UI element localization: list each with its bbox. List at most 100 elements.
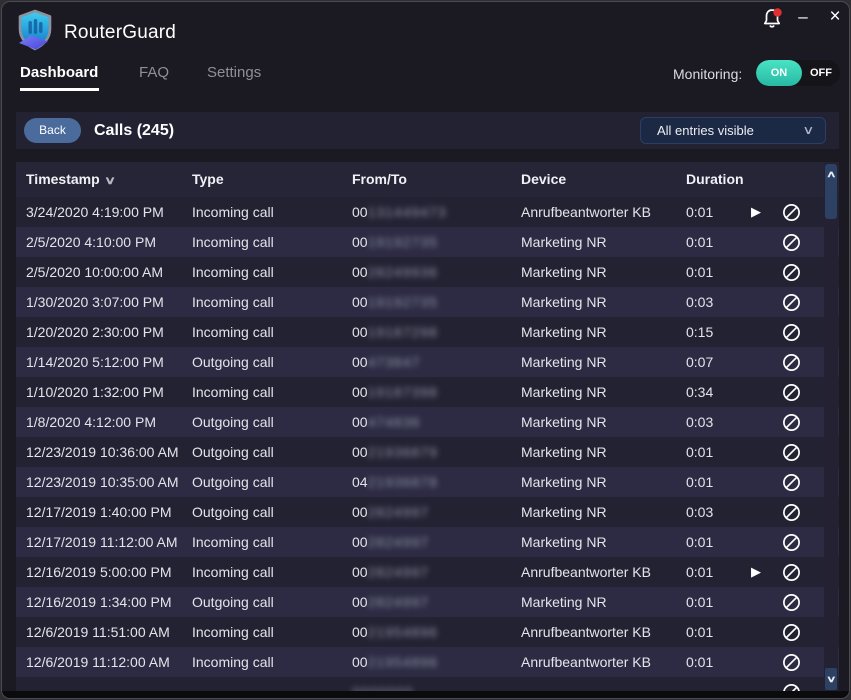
app-title: RouterGuard <box>64 22 177 43</box>
block-icon[interactable] <box>777 257 805 287</box>
cell-device: Marketing NR <box>521 474 607 490</box>
table-row: 12/23/2019 10:36:00 AM Outgoing call 002… <box>16 437 839 467</box>
column-header-device[interactable]: Device <box>521 171 567 187</box>
cell-from-to: 0021936879 <box>352 437 438 467</box>
cell-timestamp: 1/30/2020 3:07:00 PM <box>26 294 164 310</box>
minimize-button[interactable]: – <box>798 7 808 26</box>
tab-faq[interactable]: FAQ <box>139 64 170 81</box>
table-body: 3/24/2020 4:19:00 PM Incoming call 00131… <box>16 197 839 694</box>
block-icon[interactable] <box>777 647 805 677</box>
cell-device: Marketing NR <box>521 594 607 610</box>
cell-duration: 0:01 <box>686 444 714 460</box>
cell-timestamp: 12/16/2019 5:00:00 PM <box>26 564 172 580</box>
cell-type: Incoming call <box>192 624 274 640</box>
block-icon[interactable] <box>777 407 805 437</box>
cell-type: Incoming call <box>192 654 274 670</box>
cell-type: Outgoing call <box>192 354 274 370</box>
column-header-timestamp[interactable]: Timestamp ∨ <box>26 162 116 199</box>
table-row: 12/6/2019 11:51:00 AM Incoming call 0021… <box>16 617 839 647</box>
block-icon[interactable] <box>777 467 805 497</box>
cell-timestamp: 12/23/2019 10:35:00 AM <box>26 474 179 490</box>
table-row: 12/16/2019 5:00:00 PM Incoming call 0028… <box>16 557 839 587</box>
table-row: 3/24/2020 4:19:00 PM Incoming call 00131… <box>16 197 839 227</box>
block-icon[interactable] <box>777 557 805 587</box>
block-icon[interactable] <box>777 317 805 347</box>
cell-type: Outgoing call <box>192 474 274 490</box>
cell-from-to: 00474836 <box>352 407 420 437</box>
block-icon[interactable] <box>777 437 805 467</box>
table-row: 2/5/2020 10:00:00 AM Incoming call 00282… <box>16 257 839 287</box>
calls-table: Timestamp ∨ Type From/To Device Duration … <box>16 162 839 694</box>
window-bottom-edge <box>2 691 849 698</box>
table-row: 12/6/2019 11:12:00 AM Incoming call 0021… <box>16 647 839 677</box>
close-button[interactable]: × <box>829 6 841 27</box>
cell-duration: 0:15 <box>686 324 714 340</box>
block-icon[interactable] <box>777 497 805 527</box>
notification-bell-icon[interactable] <box>760 7 784 31</box>
chevron-down-icon: ∨ <box>802 123 815 137</box>
cell-type: Outgoing call <box>192 414 274 430</box>
cell-duration: 0:07 <box>686 354 714 370</box>
tab-settings[interactable]: Settings <box>207 64 262 81</box>
cell-device: Anrufbeantworter KB <box>521 654 651 670</box>
cell-from-to: 0021954896 <box>352 617 438 647</box>
block-icon[interactable] <box>777 377 805 407</box>
column-header-type[interactable]: Type <box>192 171 224 187</box>
scroll-down-button[interactable]: ∨ <box>825 668 837 690</box>
block-icon[interactable] <box>777 287 805 317</box>
redacted-number: 28249936 <box>367 264 438 280</box>
block-icon[interactable] <box>777 617 805 647</box>
cell-from-to: 00131449473 <box>352 197 447 227</box>
monitoring-toggle-off[interactable]: OFF <box>810 67 832 79</box>
cell-duration: 0:01 <box>686 204 714 220</box>
block-icon[interactable] <box>777 587 805 617</box>
monitoring-toggle[interactable]: ON OFF <box>756 60 840 86</box>
number-prefix: 00 <box>352 444 368 460</box>
cell-timestamp: 1/8/2020 4:12:00 PM <box>26 414 156 430</box>
monitoring-toggle-on[interactable]: ON <box>756 60 802 86</box>
cell-from-to: 00473847 <box>352 347 420 377</box>
cell-duration: 0:34 <box>686 384 714 400</box>
number-prefix: 00 <box>352 264 368 280</box>
redacted-number: 19187298 <box>367 324 438 340</box>
scrollbar-thumb[interactable]: ∧ <box>825 164 837 219</box>
table-row: 1/8/2020 4:12:00 PM Outgoing call 004748… <box>16 407 839 437</box>
block-icon[interactable] <box>777 347 805 377</box>
tab-dashboard[interactable]: Dashboard <box>20 64 99 81</box>
table-row: 12/17/2019 11:12:00 AM Incoming call 002… <box>16 527 839 557</box>
block-icon[interactable] <box>777 527 805 557</box>
scrollbar-track[interactable]: ∧ ∨ <box>824 162 838 694</box>
redacted-number: 21936879 <box>367 444 438 460</box>
play-icon[interactable]: ▶ <box>751 204 761 219</box>
cell-duration: 0:01 <box>686 474 714 490</box>
active-tab-underline <box>20 88 99 91</box>
redacted-number: 21936878 <box>367 474 438 490</box>
cell-timestamp: 12/23/2019 10:36:00 AM <box>26 444 179 460</box>
cell-type: Outgoing call <box>192 444 274 460</box>
cell-from-to: 0019192735 <box>352 227 438 257</box>
cell-from-to: 0028249936 <box>352 257 438 287</box>
back-button[interactable]: Back <box>24 118 81 143</box>
number-prefix: 00 <box>352 204 368 220</box>
cell-device: Anrufbeantworter KB <box>521 204 651 220</box>
redacted-number: 19187398 <box>367 384 438 400</box>
cell-from-to: 0421936878 <box>352 467 438 497</box>
column-header-from-to[interactable]: From/To <box>352 171 407 187</box>
cell-device: Marketing NR <box>521 294 607 310</box>
entries-filter-dropdown[interactable]: All entries visible ∨ <box>640 117 826 144</box>
cell-type: Incoming call <box>192 234 274 250</box>
cell-device: Marketing NR <box>521 324 607 340</box>
redacted-number: 19192735 <box>367 294 438 310</box>
redacted-number: 474836 <box>367 414 421 430</box>
cell-from-to: 0019187298 <box>352 317 438 347</box>
column-header-duration[interactable]: Duration <box>686 171 744 187</box>
redacted-number: 21954896 <box>367 654 438 670</box>
block-icon[interactable] <box>777 227 805 257</box>
cell-type: Incoming call <box>192 204 274 220</box>
play-icon[interactable]: ▶ <box>751 564 761 579</box>
block-icon[interactable] <box>777 197 805 227</box>
cell-type: Incoming call <box>192 324 274 340</box>
table-row: 2/5/2020 4:10:00 PM Incoming call 001919… <box>16 227 839 257</box>
chevron-up-icon: ∧ <box>825 169 837 179</box>
